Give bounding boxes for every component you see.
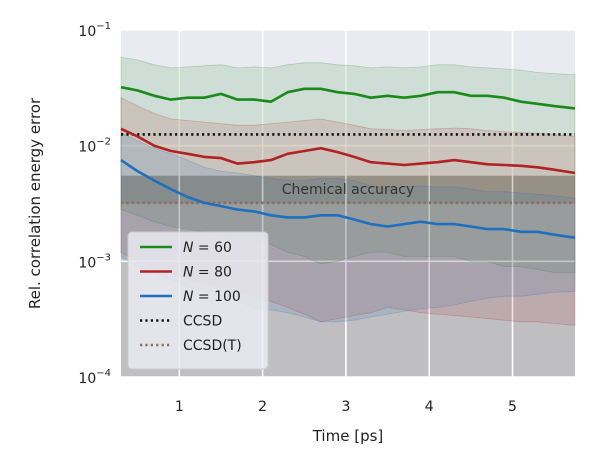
y-tick-label: 10−2 bbox=[78, 137, 111, 156]
y-tick-exponent: −3 bbox=[96, 252, 111, 263]
x-axis-ticks: 1 2 3 4 5 bbox=[175, 399, 517, 415]
series-line-1 bbox=[120, 85, 576, 110]
x-tick-label: 1 bbox=[175, 399, 184, 415]
x-tick-label: 5 bbox=[508, 399, 517, 415]
y-tick-label: 10−4 bbox=[78, 368, 111, 387]
y-tick-base: 10 bbox=[78, 371, 96, 387]
legend-label: N = 60 bbox=[183, 240, 232, 256]
y-tick-exponent: −4 bbox=[96, 368, 111, 379]
x-axis-label: Time [ps] bbox=[312, 427, 384, 445]
legend-label-var: N bbox=[183, 240, 194, 256]
legend-label: CCSD bbox=[183, 314, 222, 330]
y-tick-exponent: −1 bbox=[96, 21, 111, 32]
legend-label: CCSD(T) bbox=[183, 338, 242, 354]
series-lines bbox=[120, 85, 576, 239]
x-tick-label: 4 bbox=[425, 399, 434, 415]
reference-lines bbox=[121, 133, 575, 205]
y-axis-ticks: 10−410−310−210−1 bbox=[78, 21, 111, 387]
y-tick-base: 10 bbox=[78, 255, 96, 271]
y-tick-label: 10−1 bbox=[78, 21, 111, 40]
y-axis-label: Rel. correlation energy error bbox=[26, 97, 44, 309]
y-tick-base: 10 bbox=[78, 24, 96, 40]
chemical-accuracy-label: Chemical accuracy bbox=[282, 182, 415, 198]
chemical-accuracy-band bbox=[121, 175, 575, 204]
series-line-3 bbox=[120, 159, 576, 239]
x-tick-label: 2 bbox=[258, 399, 267, 415]
y-tick-exponent: −2 bbox=[96, 137, 111, 148]
legend-box bbox=[127, 231, 269, 370]
legend-label-value: = 60 bbox=[193, 240, 231, 256]
y-tick-label: 10−3 bbox=[78, 252, 111, 271]
legend-label-value: = 80 bbox=[193, 265, 231, 281]
legend-label-var: N bbox=[183, 289, 194, 305]
y-tick-base: 10 bbox=[78, 140, 96, 156]
legend-label: N = 100 bbox=[183, 289, 241, 305]
series-line-2 bbox=[120, 127, 576, 175]
legend-label: N = 80 bbox=[183, 265, 232, 281]
x-tick-label: 3 bbox=[341, 399, 350, 415]
legend-label-var: N bbox=[183, 265, 194, 281]
legend-label-value: = 100 bbox=[193, 289, 240, 305]
